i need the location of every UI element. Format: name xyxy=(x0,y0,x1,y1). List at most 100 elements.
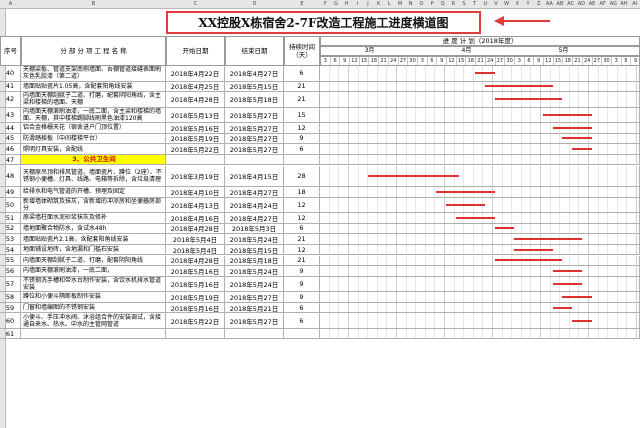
start-date-cell[interactable]: 2018年5月16日 xyxy=(166,302,225,314)
column-letter[interactable]: X xyxy=(515,1,520,7)
end-date-cell[interactable]: 2018年4月24日 xyxy=(225,197,284,214)
duration-cell[interactable]: 12 xyxy=(284,213,320,224)
end-date-cell[interactable]: 2018年4月27日 xyxy=(225,66,284,82)
duration-cell[interactable]: 6 xyxy=(284,302,320,314)
column-letter[interactable]: R xyxy=(451,1,456,7)
start-date-cell[interactable]: 2018年5月19日 xyxy=(166,292,225,303)
start-date-cell[interactable]: 2018年5月16日 xyxy=(166,123,225,134)
row-number-cell[interactable]: 59 xyxy=(0,302,21,314)
gantt-cell[interactable] xyxy=(320,144,640,155)
row-number-cell[interactable]: 51 xyxy=(0,213,21,224)
duration-cell[interactable]: 9 xyxy=(284,276,320,293)
row-number-cell[interactable]: 40 xyxy=(0,66,21,82)
duration-cell[interactable]: 21 xyxy=(284,255,320,267)
column-letter[interactable]: M xyxy=(397,1,403,7)
duration-cell[interactable]: 6 xyxy=(284,313,320,329)
gantt-cell[interactable] xyxy=(320,223,640,235)
column-letter[interactable]: P xyxy=(430,1,434,7)
duration-cell[interactable]: 12 xyxy=(284,123,320,134)
start-date-cell[interactable]: 2018年4月28日 xyxy=(166,255,225,267)
task-name-cell[interactable]: 防滑踏棱板（中间楼梯平台） xyxy=(21,133,166,145)
duration-cell[interactable]: 6 xyxy=(284,223,320,235)
row-number-cell[interactable]: 54 xyxy=(0,244,21,256)
start-date-cell[interactable] xyxy=(166,328,225,340)
gantt-cell[interactable] xyxy=(320,123,640,134)
start-date-cell[interactable]: 2018年4月13日 xyxy=(166,197,225,214)
gantt-cell[interactable] xyxy=(320,328,640,340)
end-date-cell[interactable]: 2018年5月24日 xyxy=(225,266,284,277)
row-number-cell[interactable]: 50 xyxy=(0,197,21,214)
row-number-cell[interactable]: 44 xyxy=(0,123,21,134)
gantt-cell[interactable] xyxy=(320,66,640,82)
duration-cell[interactable]: 15 xyxy=(284,107,320,124)
task-name-cell[interactable]: 内墙面天棚刮腻子二道、打磨，配套阴阳角线 xyxy=(21,255,166,267)
end-date-cell[interactable]: 2018年5月18日 xyxy=(225,92,284,108)
column-letter[interactable]: W xyxy=(504,1,510,7)
task-name-cell[interactable]: 铝合金格栅天花（宿舍进户门顶位置） xyxy=(21,123,166,134)
end-date-cell[interactable] xyxy=(225,328,284,340)
end-date-cell[interactable]: 2018年5月24日 xyxy=(225,276,284,293)
gantt-cell[interactable] xyxy=(320,313,640,329)
gantt-cell[interactable] xyxy=(320,187,640,198)
column-letter[interactable]: AE xyxy=(588,1,596,7)
start-date-cell[interactable]: 2018年5月16日 xyxy=(166,276,225,293)
end-date-cell[interactable]: 2018年5月21日 xyxy=(225,302,284,314)
task-name-cell[interactable]: 墙地面聚合物防水，含试水48h xyxy=(21,223,166,235)
gantt-cell[interactable] xyxy=(320,302,640,314)
end-date-cell[interactable]: 2018年4月27日 xyxy=(225,187,284,198)
row-number-cell[interactable]: 55 xyxy=(0,255,21,267)
start-date-cell[interactable]: 2018年5月22日 xyxy=(166,144,225,155)
gantt-cell[interactable] xyxy=(320,107,640,124)
column-letter[interactable]: Z xyxy=(536,1,541,7)
gantt-cell[interactable] xyxy=(320,197,640,214)
start-date-cell[interactable]: 2018年4月16日 xyxy=(166,213,225,224)
duration-cell[interactable]: 9 xyxy=(284,292,320,303)
start-date-cell[interactable]: 2018年5月19日 xyxy=(166,133,225,145)
end-date-cell[interactable]: 2018年5月18日 xyxy=(225,255,284,267)
task-name-cell[interactable]: 新增墙体砌筑及抹灰，含新增的冲凉房和坐便器房部分 xyxy=(21,197,166,214)
row-number-cell[interactable]: 53 xyxy=(0,234,21,245)
start-date-cell[interactable] xyxy=(166,154,225,166)
column-letter[interactable]: E xyxy=(300,1,304,7)
start-date-cell[interactable]: 2018年5月16日 xyxy=(166,266,225,277)
header-no[interactable]: 序号 xyxy=(0,36,21,66)
column-letter[interactable]: L xyxy=(387,1,391,7)
header-start[interactable]: 开始日期 xyxy=(166,36,225,66)
end-date-cell[interactable]: 2018年5月27日 xyxy=(225,144,284,155)
duration-cell[interactable]: 9 xyxy=(284,266,320,277)
task-name-cell[interactable]: 蹲位和小便斗隔断板制作安装 xyxy=(21,292,166,303)
header-schedule[interactable]: 进 度 计 划（2018年度） xyxy=(320,36,640,46)
end-date-cell[interactable] xyxy=(225,154,284,166)
task-name-cell[interactable]: 不锈钢洗手槽和带水台制作安装，含饮水机排水管道安装 xyxy=(21,276,166,293)
duration-cell[interactable]: 6 xyxy=(284,144,320,155)
gantt-cell[interactable] xyxy=(320,92,640,108)
gantt-cell[interactable] xyxy=(320,154,640,166)
task-name-cell[interactable]: 地面铺设地砖，含地漏和门槛石安装 xyxy=(21,244,166,256)
column-letter[interactable]: AH xyxy=(620,1,628,7)
gantt-cell[interactable] xyxy=(320,255,640,267)
row-number-cell[interactable]: 61 xyxy=(0,328,21,340)
column-letter[interactable]: H xyxy=(344,1,349,7)
row-number-cell[interactable]: 43 xyxy=(0,107,21,124)
duration-cell[interactable]: 12 xyxy=(284,244,320,256)
gantt-cell[interactable] xyxy=(320,276,640,293)
duration-cell[interactable]: 28 xyxy=(284,165,320,187)
start-date-cell[interactable]: 2018年5月13日 xyxy=(166,107,225,124)
duration-cell[interactable]: 21 xyxy=(284,81,320,93)
column-letter[interactable]: V xyxy=(494,1,498,7)
row-number-cell[interactable]: 56 xyxy=(0,266,21,277)
duration-cell[interactable]: 6 xyxy=(284,66,320,82)
task-name-cell[interactable]: 门窗和墙编图的不锈钢安装 xyxy=(21,302,166,314)
column-letter[interactable]: AI xyxy=(632,1,638,7)
end-date-cell[interactable]: 2018年5月15日 xyxy=(225,81,284,93)
start-date-cell[interactable]: 2018年4月28日 xyxy=(166,92,225,108)
start-date-cell[interactable]: 2018年3月19日 xyxy=(166,165,225,187)
column-letter[interactable]: AC xyxy=(567,1,575,7)
row-number-cell[interactable]: 49 xyxy=(0,187,21,198)
gantt-cell[interactable] xyxy=(320,133,640,145)
row-number-cell[interactable]: 52 xyxy=(0,223,21,235)
row-number-cell[interactable]: 45 xyxy=(0,133,21,145)
start-date-cell[interactable]: 2018年5月22日 xyxy=(166,313,225,329)
column-letter[interactable]: J xyxy=(367,1,369,7)
column-letter[interactable]: S xyxy=(462,1,466,7)
